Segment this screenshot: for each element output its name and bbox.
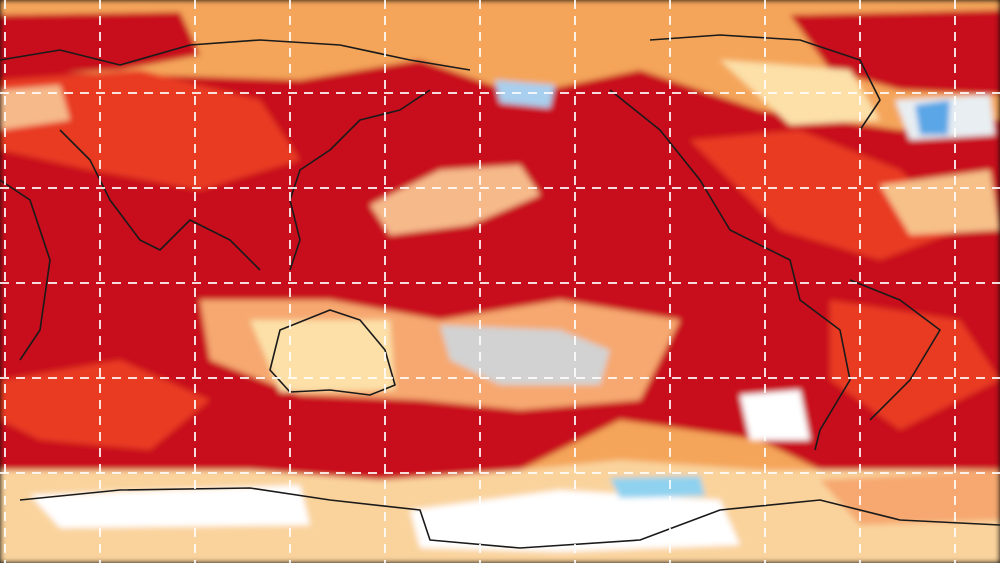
coastline — [289, 89, 431, 271]
coastline — [0, 179, 51, 361]
peach-region — [880, 170, 1000, 235]
coastline — [59, 129, 261, 271]
red-region — [0, 360, 210, 450]
coastline — [19, 487, 1000, 549]
coastline — [849, 279, 941, 421]
peach-region — [0, 85, 70, 130]
red-region — [690, 130, 960, 260]
coastline — [609, 89, 851, 451]
dark-red-region — [790, 10, 1000, 95]
red-region — [0, 70, 300, 190]
red-region — [830, 300, 1000, 430]
coastlines — [0, 34, 1000, 549]
cool-region — [610, 476, 705, 498]
dark-red-region — [0, 12, 200, 75]
neutral-region — [740, 390, 810, 440]
cool-region — [915, 100, 950, 135]
peach-region — [370, 165, 540, 235]
coastline — [649, 34, 881, 131]
cool-region — [495, 80, 555, 108]
neutral-region — [440, 325, 610, 385]
coastline — [269, 309, 396, 396]
coastline — [0, 39, 471, 71]
pale-region — [250, 320, 395, 392]
